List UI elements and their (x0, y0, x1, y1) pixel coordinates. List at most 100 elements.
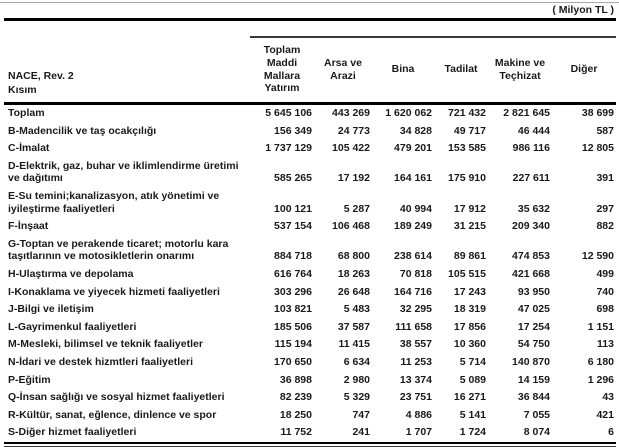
cell-value: 11 752 (280, 426, 312, 439)
cell-value: 443 269 (332, 107, 370, 119)
unit-label: ( Milyon TL ) (552, 4, 614, 16)
cell-value: 113 (597, 338, 614, 351)
cell-value: 11 253 (400, 355, 432, 368)
cell-value: 24 773 (337, 124, 370, 137)
cell-value: 1 737 129 (265, 142, 312, 155)
cell-value: 23 751 (399, 391, 432, 404)
row-label: L-Gayrimenkul faaliyetleri (8, 320, 137, 333)
top-border-line (0, 2, 619, 3)
cell-value: 17 254 (517, 320, 550, 333)
cell-value: 297 (596, 202, 614, 215)
column-header-makine-ve-techizat: Makine ve Teçhizat (488, 36, 552, 105)
cell-value: 882 (596, 220, 614, 233)
cell-value: 616 764 (274, 267, 312, 280)
cell-value: 303 296 (274, 285, 312, 298)
cell-value: 391 (596, 172, 614, 185)
cell-value: 38 699 (581, 107, 614, 119)
cell-value: 35 632 (517, 202, 550, 215)
cell-value: 26 648 (337, 285, 370, 298)
cell-value: 721 432 (448, 107, 486, 119)
cell-value: 18 319 (453, 303, 486, 316)
cell-value: 68 800 (337, 250, 370, 263)
row-label: Q-İnsan sağlığı ve sosyal hizmet faaliye… (8, 391, 225, 404)
cell-value: 227 611 (512, 172, 550, 185)
cell-value: 479 201 (394, 142, 432, 155)
table-row: F-İnşaat 537 154 106 468 189 249 31 215 209 3… (4, 218, 616, 236)
cell-value: 6 634 (343, 355, 370, 368)
cell-value: 140 870 (512, 355, 550, 368)
cell-value: 17 912 (453, 202, 486, 215)
table-row: N-İdari ve destek hizmtleri faaliyetleri… (4, 354, 616, 372)
cell-value: 1 151 (587, 320, 614, 333)
cell-value: 47 025 (517, 303, 550, 316)
table-header: NACE, Rev. 2 Kısım Toplam Maddi Mallara … (4, 36, 616, 105)
cell-value: 31 215 (453, 220, 486, 233)
cell-value: 36 844 (517, 391, 550, 404)
header-top-rule (4, 18, 616, 21)
table-row: H-Ulaştırma ve depolama 616 764 18 263 70 8… (4, 266, 616, 284)
cell-value: 13 374 (399, 373, 432, 386)
cell-value: 421 668 (512, 267, 550, 280)
cell-value: 7 055 (523, 408, 550, 421)
cell-value: 156 349 (274, 124, 312, 137)
cell-value: 585 265 (274, 172, 312, 185)
row-label: R-Kültür, sanat, eğlence, dinlence ve sp… (8, 408, 217, 421)
cell-value: 164 716 (394, 285, 432, 298)
row-label: N-İdari ve destek hizmtleri faaliyetleri (8, 355, 193, 368)
table-row: Toplam 5 645 106 443 269 1 620 062 721 432 2 … (4, 104, 616, 123)
cell-value: 82 239 (279, 391, 312, 404)
table-row: B-Madencilik ve taş ocakçılığı 156 349 24 … (4, 123, 616, 141)
cell-value: 70 818 (399, 267, 432, 280)
cell-value: 105 422 (332, 142, 370, 155)
cell-value: 40 994 (399, 202, 432, 215)
cell-value: 986 116 (512, 142, 550, 155)
cell-value: 5 329 (343, 391, 370, 404)
cell-value: 4 886 (405, 408, 432, 421)
cell-value: 740 (596, 285, 614, 298)
table-row: P-Eğitim 36 898 2 980 13 374 5 089 14 159 1 29… (4, 372, 616, 390)
table-row: Q-İnsan sağlığı ve sosyal hizmet faaliye… (4, 389, 616, 407)
cell-value: 89 861 (453, 250, 486, 263)
cell-value: 34 828 (399, 124, 432, 137)
row-label: S-Diğer hizmet faaliyetleri (8, 426, 137, 439)
row-header-nace-kisim: NACE, Rev. 2 Kısım (4, 37, 250, 105)
cell-value: 6 (608, 426, 614, 439)
cell-value: 185 506 (274, 320, 312, 333)
cell-value: 12 590 (581, 250, 614, 263)
cell-value: 6 180 (587, 355, 614, 368)
cell-value: 18 250 (279, 408, 312, 421)
cell-value: 106 468 (332, 220, 370, 233)
table-row: I-Konaklama ve yiyecek hizmeti faaliyetl… (4, 284, 616, 302)
table-row: D-Elektrik, gaz, buhar ve iklimlendirme … (4, 158, 616, 188)
row-label: E-Su temini;kanalizasyon, atık yönetimi … (8, 189, 220, 215)
cell-value: 5 089 (459, 373, 486, 386)
cell-value: 111 658 (395, 320, 432, 333)
cell-value: 14 159 (517, 373, 550, 386)
cell-value: 103 821 (274, 303, 312, 316)
row-label: Toplam (8, 107, 45, 119)
cell-value: 1 620 062 (385, 107, 432, 119)
cell-value: 537 154 (274, 220, 312, 233)
cell-value: 43 (602, 391, 614, 404)
cell-value: 54 750 (517, 338, 550, 351)
cell-value: 698 (596, 303, 614, 316)
cell-value: 17 192 (337, 172, 370, 185)
cell-value: 46 444 (517, 124, 550, 137)
cell-value: 5 141 (459, 408, 486, 421)
statistics-table-page: ( Milyon TL ) NACE, Rev. 2 Kısım Toplam … (0, 3, 619, 447)
cell-value: 49 717 (453, 124, 486, 137)
row-label: H-Ulaştırma ve depolama (8, 267, 134, 280)
row-label: D-Elektrik, gaz, buhar ve iklimlendirme … (8, 159, 239, 185)
cell-value: 93 950 (517, 285, 550, 298)
cell-value: 170 650 (274, 355, 312, 368)
column-header-toplam-maddi-mallara-yatirim: Toplam Maddi Mallara Yatırım (250, 36, 314, 105)
row-label: M-Mesleki, bilimsel ve teknik faaliyetle… (8, 338, 203, 351)
cell-value: 11 415 (338, 338, 370, 351)
table-row: M-Mesleki, bilimsel ve teknik faaliyetle… (4, 336, 616, 354)
table-row: E-Su temini;kanalizasyon, atık yönetimi … (4, 188, 616, 218)
cell-value: 5 287 (343, 202, 370, 215)
cell-value: 175 910 (448, 172, 486, 185)
row-label: J-Bilgi ve iletişim (8, 303, 94, 316)
cell-value: 189 249 (394, 220, 432, 233)
cell-value: 37 587 (337, 320, 370, 333)
